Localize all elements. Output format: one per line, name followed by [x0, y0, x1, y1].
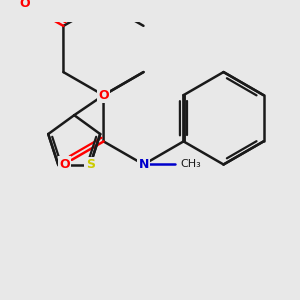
Text: O: O: [59, 158, 70, 171]
Text: O: O: [98, 89, 109, 102]
Text: O: O: [19, 0, 30, 10]
Text: S: S: [86, 158, 95, 171]
Text: N: N: [139, 158, 149, 171]
Text: CH₃: CH₃: [180, 160, 201, 170]
